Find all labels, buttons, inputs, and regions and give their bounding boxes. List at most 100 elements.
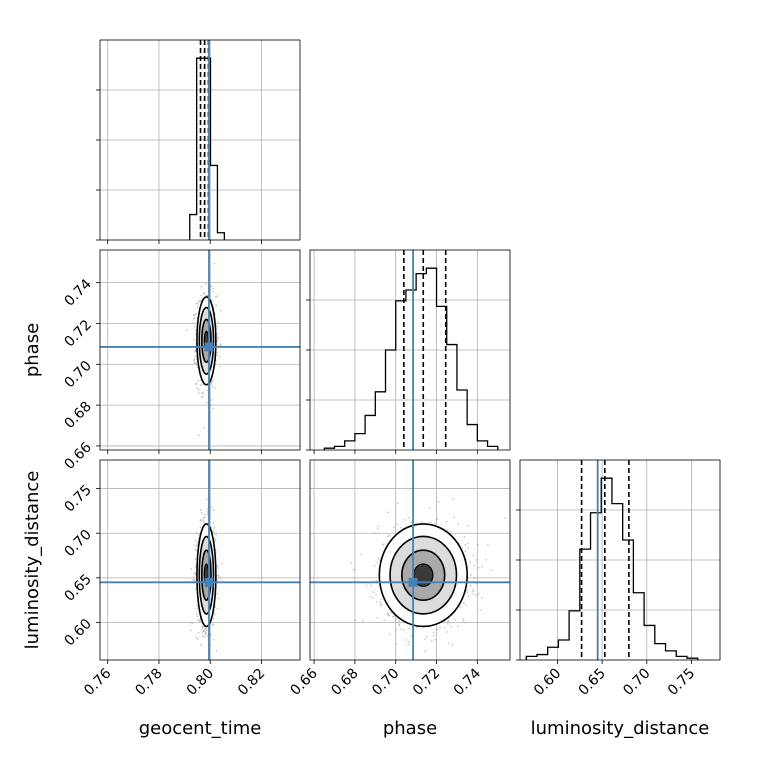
panel-geocent_time-vs-phase-sample-845 <box>209 398 212 401</box>
panel-phase-vs-luminosity_distance: 0.66 0.68 0.70 0.72 0.74 <box>288 459 511 699</box>
panel-geocent_time-vs-luminosity_distance-sample-23 <box>194 539 197 542</box>
panel-luminosity_distance-hist-bin-8 <box>612 504 623 660</box>
panel-phase-vs-luminosity_distance-sample-809 <box>399 627 402 630</box>
panel-geocent_time-vs-phase-truth-marker <box>204 342 214 352</box>
panel-phase-vs-luminosity_distance-sample-341 <box>381 543 384 546</box>
panel-geocent_time-vs-luminosity_distance-sample-331 <box>204 628 206 631</box>
panel-geocent_time-vs-luminosity_distance-sample-719 <box>213 526 216 529</box>
xtick-label-geocent_time-3: 0.82 <box>235 666 268 699</box>
panel-geocent_time-vs-luminosity_distance-sample-789 <box>215 592 218 595</box>
panel-phase-vs-luminosity_distance-sample-798 <box>404 518 407 521</box>
panel-geocent_time-vs-phase-sample-566 <box>195 382 198 385</box>
panel-geocent_time-hist-bin-3 <box>211 165 218 240</box>
panel-geocent_time-vs-phase-sample-532 <box>196 303 199 305</box>
panel-phase-vs-luminosity_distance-sample-356 <box>445 630 448 633</box>
panel-luminosity_distance-hist-bin-7 <box>601 478 612 660</box>
xtick-label-phase-4: 0.74 <box>451 665 484 698</box>
panel-geocent_time-vs-phase-sample-673 <box>215 304 218 307</box>
panel-geocent_time-hist-frame <box>99 39 301 241</box>
panel-geocent_time-vs-phase-sample-667 <box>217 337 220 340</box>
panel-phase-vs-luminosity_distance-sample-423 <box>470 573 473 576</box>
panel-geocent_time-vs-phase-sample-643 <box>194 325 196 328</box>
panel-geocent_time-vs-phase-sample-300 <box>206 294 209 297</box>
panel-geocent_time-vs-luminosity_distance-grid <box>100 460 300 660</box>
panel-geocent_time-vs-phase-sample-335 <box>198 300 201 303</box>
panel-phase-vs-luminosity_distance-sample-751 <box>365 584 368 587</box>
panel-geocent_time-vs-phase-sample-896 <box>216 333 219 336</box>
panel-phase-vs-luminosity_distance-sample-100 <box>379 601 382 604</box>
panel-phase-hist-step <box>323 267 499 450</box>
panel-luminosity_distance-hist-frame <box>519 459 721 661</box>
panel-phase-vs-luminosity_distance-sample-76 <box>376 561 379 564</box>
panel-luminosity_distance-hist-bin-1 <box>537 655 548 660</box>
panel-phase-vs-luminosity_distance-sample-790 <box>469 584 472 587</box>
panel-geocent_time-vs-phase-sample-443 <box>214 387 217 390</box>
panel-phase-vs-luminosity_distance-sample-514 <box>503 517 506 519</box>
xtick-label-luminosity_distance-0: 0.60 <box>531 666 564 699</box>
panel-geocent_time-vs-luminosity_distance-sample-480 <box>194 558 197 561</box>
panel-phase-vs-luminosity_distance-sample-495 <box>376 616 378 619</box>
panel-geocent_time-vs-phase-sample-627 <box>216 351 218 354</box>
panel-geocent_time-vs-luminosity_distance-sample-406 <box>204 632 207 634</box>
panel-geocent_time-vs-phase-sample-407 <box>219 365 221 368</box>
panel-geocent_time-vs-luminosity_distance-sample-403 <box>197 638 199 641</box>
panel-geocent_time-vs-phase-sample-626 <box>203 426 205 429</box>
panel-phase-vs-luminosity_distance-sample-510 <box>432 631 435 634</box>
panel-phase-vs-luminosity_distance-sample-133 <box>486 543 489 546</box>
panel-geocent_time-vs-luminosity_distance-sample-786 <box>197 619 199 622</box>
panel-phase-vs-luminosity_distance-content <box>310 460 510 660</box>
panel-phase-hist-bin-14 <box>467 425 477 450</box>
panel-phase-vs-luminosity_distance-sample-619 <box>475 558 478 561</box>
panel-phase-vs-luminosity_distance-sample-836 <box>398 623 400 626</box>
panel-geocent_time-vs-phase-sample-655 <box>196 305 199 308</box>
panel-geocent_time-vs-luminosity_distance-sample-79 <box>190 567 193 570</box>
panel-geocent_time-vs-phase-sample-693 <box>193 314 196 317</box>
panel-geocent_time-vs-phase-sample-449 <box>194 355 196 358</box>
panel-geocent_time-vs-phase-sample-869 <box>216 325 219 328</box>
panel-geocent_time-vs-phase-sample-652 <box>210 383 213 385</box>
panel-geocent_time-vs-luminosity_distance-sample-691 <box>199 643 202 646</box>
panel-geocent_time-vs-luminosity_distance-sample-822 <box>199 509 202 511</box>
panel-geocent_time-vs-luminosity_distance-sample-273 <box>195 636 198 639</box>
panel-geocent_time-vs-phase-sample-787 <box>216 354 219 357</box>
panel-geocent_time-vs-luminosity_distance-sample-351 <box>195 531 198 534</box>
panel-phase-vs-luminosity_distance-sample-593 <box>429 521 432 523</box>
panel-geocent_time-vs-phase-sample-97 <box>185 329 188 332</box>
panel-phase-vs-luminosity_distance-sample-539 <box>467 595 470 598</box>
panel-geocent_time-vs-luminosity_distance-sample-752 <box>201 512 203 514</box>
panel-phase-vs-luminosity_distance-sample-93 <box>477 566 480 569</box>
panel-geocent_time-vs-phase-sample-894 <box>193 361 196 364</box>
panel-geocent_time-vs-luminosity_distance-sample-173 <box>193 578 196 581</box>
panel-phase-hist-bin-2 <box>345 441 355 450</box>
panel-phase-vs-luminosity_distance-sample-667 <box>354 619 357 621</box>
panel-geocent_time-vs-phase-sample-87 <box>193 314 195 317</box>
panel-phase-vs-luminosity_distance-sample-275 <box>407 643 410 646</box>
panel-geocent_time-vs-luminosity_distance-sample-284 <box>212 522 215 524</box>
panel-geocent_time-vs-luminosity_distance-sample-610 <box>204 631 207 633</box>
panel-geocent_time-vs-phase-sample-568 <box>211 379 214 382</box>
panel-geocent_time-vs-luminosity_distance-sample-332 <box>201 628 204 631</box>
panel-geocent_time-vs-phase: 0.66 0.68 0.70 0.72 0.74 <box>61 249 301 473</box>
panel-geocent_time-vs-luminosity_distance-sample-451 <box>216 607 219 610</box>
panel-phase-vs-luminosity_distance-sample-454 <box>447 623 449 625</box>
panel-phase-vs-luminosity_distance-sample-45 <box>377 557 380 560</box>
panel-geocent_time-vs-phase-sample-622 <box>206 389 209 392</box>
panel-geocent_time-vs-luminosity_distance-sample-364 <box>194 548 196 551</box>
panel-geocent_time-vs-phase-sample-221 <box>209 285 212 288</box>
panel-geocent_time-vs-luminosity_distance-sample-630 <box>219 576 222 579</box>
panel-phase-vs-luminosity_distance-sample-734 <box>398 620 401 622</box>
panel-phase-vs-luminosity_distance-sample-99 <box>376 525 379 528</box>
panel-geocent_time-vs-luminosity_distance-sample-321 <box>215 533 217 536</box>
panel-geocent_time-vs-luminosity_distance-sample-389 <box>210 506 213 509</box>
panel-geocent_time-vs-phase-sample-753 <box>195 383 198 386</box>
panel-phase-vs-luminosity_distance-sample-669 <box>464 550 467 553</box>
panel-geocent_time-vs-phase-sample-437 <box>200 396 203 399</box>
panel-geocent_time-vs-luminosity_distance-sample-205 <box>202 630 205 633</box>
panel-geocent_time-vs-luminosity_distance-sample-586 <box>210 633 212 636</box>
panel-phase-vs-luminosity_distance-sample-831 <box>399 526 402 529</box>
panel-geocent_time-vs-luminosity_distance-sample-567 <box>217 567 220 570</box>
panel-geocent_time-vs-luminosity_distance-sample-704 <box>197 631 200 634</box>
panel-phase-vs-luminosity_distance-sample-200 <box>404 639 407 641</box>
panel-geocent_time-vs-phase-sample-762 <box>194 350 197 353</box>
